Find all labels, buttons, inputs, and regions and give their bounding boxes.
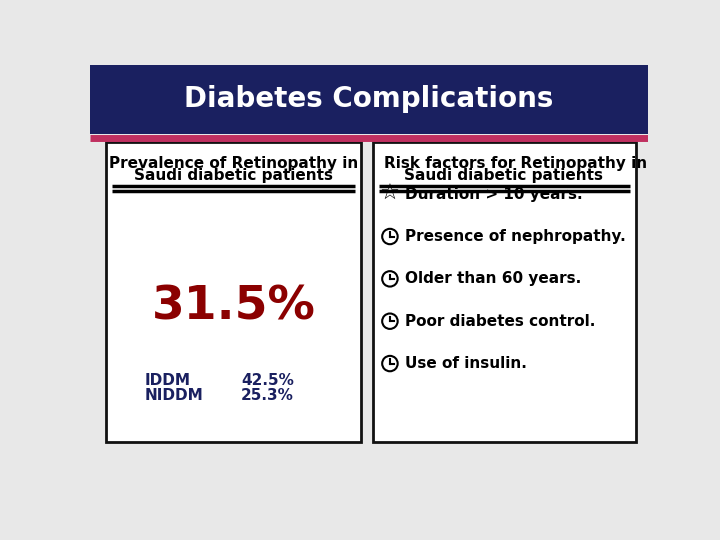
Text: 42.5%: 42.5% xyxy=(241,373,294,388)
Text: Poor diabetes control.: Poor diabetes control. xyxy=(405,314,596,329)
FancyBboxPatch shape xyxy=(373,142,636,442)
Text: ☆: ☆ xyxy=(380,184,400,204)
Text: Diabetes Complications: Diabetes Complications xyxy=(184,85,554,113)
Text: Prevalence of Retinopathy in: Prevalence of Retinopathy in xyxy=(109,156,358,171)
Text: Saudi diabetic patients: Saudi diabetic patients xyxy=(404,168,603,183)
Text: Older than 60 years.: Older than 60 years. xyxy=(405,272,582,286)
Text: 25.3%: 25.3% xyxy=(241,388,294,403)
Text: Risk factors for Retinopathy in: Risk factors for Retinopathy in xyxy=(384,156,647,171)
Text: Use of insulin.: Use of insulin. xyxy=(405,356,527,371)
FancyBboxPatch shape xyxy=(106,142,361,442)
FancyBboxPatch shape xyxy=(90,65,648,134)
Text: Saudi diabetic patients: Saudi diabetic patients xyxy=(134,168,333,183)
Text: Presence of nephropathy.: Presence of nephropathy. xyxy=(405,229,626,244)
Text: 31.5%: 31.5% xyxy=(151,285,315,329)
Text: NIDDM: NIDDM xyxy=(144,388,203,403)
Text: IDDM: IDDM xyxy=(144,373,190,388)
Text: Duration > 10 years.: Duration > 10 years. xyxy=(405,187,583,201)
